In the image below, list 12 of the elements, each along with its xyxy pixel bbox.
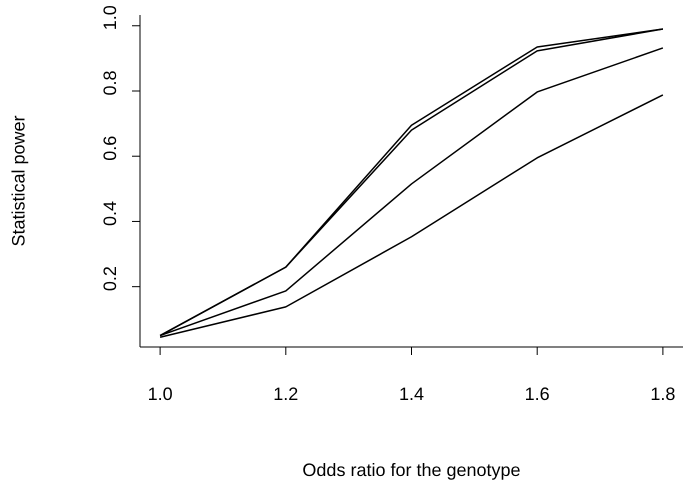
x-axis-title: Odds ratio for the genotype <box>302 460 521 480</box>
y-axis-title: Statistical power <box>8 115 28 247</box>
y-tick-label: 0.8 <box>100 70 120 96</box>
x-tick-label: 1.4 <box>398 384 424 404</box>
x-tick-label: 1.6 <box>524 384 550 404</box>
y-tick-label: 1.0 <box>100 5 120 30</box>
x-tick-label: 1.0 <box>148 384 173 404</box>
y-tick-label: 0.4 <box>100 200 120 226</box>
y-tick-label: 0.2 <box>100 266 120 292</box>
y-tick-label: 0.6 <box>100 136 120 161</box>
x-tick-label: 1.8 <box>650 384 676 404</box>
x-tick-label: 1.2 <box>273 384 298 404</box>
